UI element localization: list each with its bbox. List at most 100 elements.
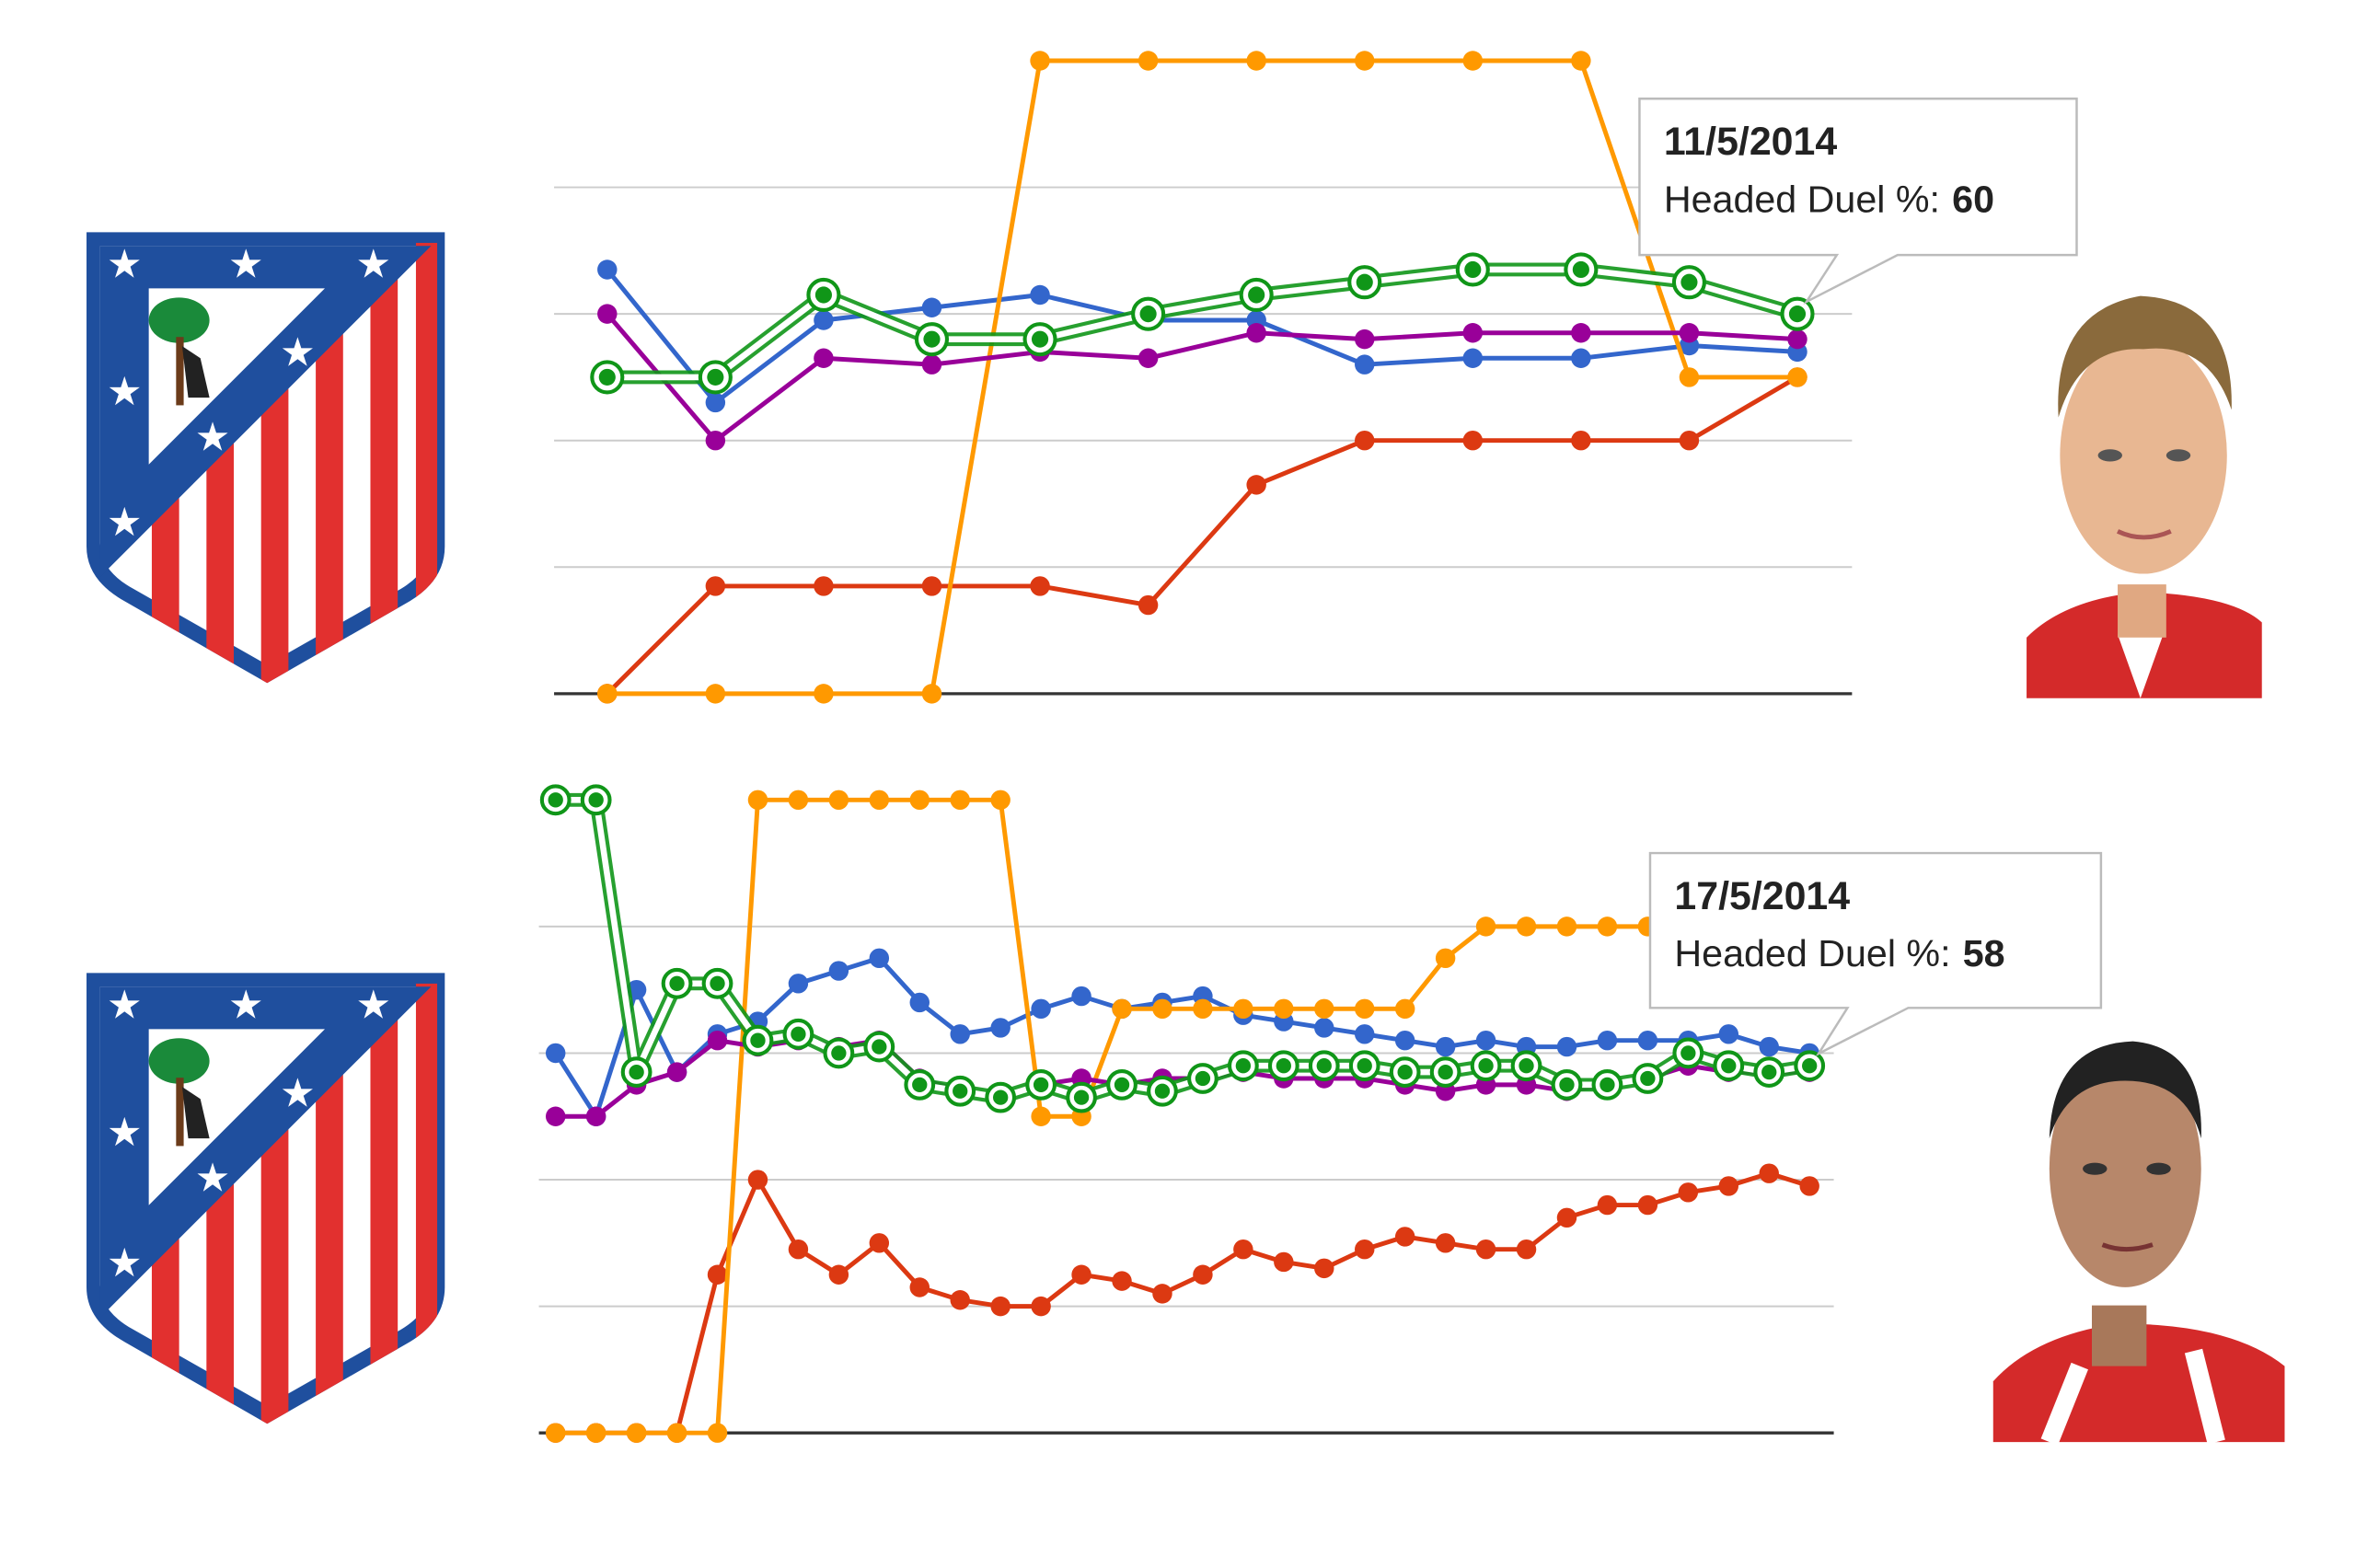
tooltip-box — [1638, 97, 2078, 306]
line-chart: 11/5/2014 Headed Duel %: 60 — [554, 51, 2078, 704]
point-core — [1397, 1064, 1413, 1080]
point-core — [923, 330, 941, 348]
point-core — [791, 1026, 806, 1042]
point — [1799, 1176, 1819, 1196]
point — [1787, 329, 1807, 350]
point — [814, 310, 834, 330]
point-core — [1680, 1045, 1696, 1061]
point — [1571, 51, 1591, 71]
point-core — [1276, 1058, 1291, 1074]
point — [814, 348, 834, 369]
point — [1071, 986, 1091, 1007]
point-core — [1154, 1083, 1171, 1099]
point-core — [1464, 260, 1482, 279]
point — [909, 992, 930, 1013]
point — [545, 1423, 566, 1443]
point-core — [629, 1064, 644, 1080]
point — [705, 430, 726, 451]
point — [1597, 1030, 1618, 1051]
point — [1031, 1296, 1051, 1317]
tooltip-label: Headed Duel %: — [1664, 178, 1940, 220]
point — [1556, 1207, 1577, 1228]
point-core — [1761, 1064, 1777, 1080]
point — [788, 790, 809, 811]
point — [1152, 998, 1172, 1020]
point — [585, 1423, 606, 1443]
point-core — [1600, 1077, 1615, 1093]
point — [1193, 998, 1213, 1020]
point-core — [588, 792, 604, 808]
line — [555, 1170, 1810, 1435]
point — [1462, 430, 1484, 451]
point-core — [872, 1039, 887, 1055]
point — [1193, 1264, 1213, 1285]
tooltip-label: Headed Duel %: — [1674, 932, 1950, 974]
point — [1571, 430, 1591, 451]
point — [626, 1423, 647, 1443]
point-core — [710, 975, 725, 991]
point — [788, 974, 809, 994]
point-core — [1788, 306, 1807, 323]
point-core — [1139, 306, 1157, 323]
point — [1030, 51, 1050, 71]
point — [705, 576, 726, 596]
point-core — [1114, 1077, 1130, 1093]
point — [1274, 1251, 1294, 1273]
point — [597, 684, 618, 704]
point — [1138, 594, 1159, 616]
line — [606, 266, 1798, 381]
point — [1355, 51, 1375, 71]
point — [1571, 323, 1591, 343]
point — [814, 576, 834, 596]
point — [1394, 1227, 1415, 1247]
point — [597, 304, 618, 324]
point — [950, 1290, 970, 1310]
point — [921, 684, 942, 704]
point — [1462, 323, 1484, 343]
tooltip-date: 17/5/2014 — [1674, 874, 1850, 918]
point — [788, 1239, 809, 1260]
point — [1071, 1264, 1091, 1285]
point-core — [1559, 1077, 1575, 1093]
point — [1759, 1036, 1779, 1057]
point — [1571, 348, 1591, 369]
point — [545, 1106, 566, 1126]
point — [666, 1423, 687, 1443]
point-core — [1033, 1077, 1049, 1093]
point — [1718, 1176, 1739, 1196]
point — [1031, 998, 1051, 1020]
point-core — [1680, 273, 1698, 291]
tooltip: 11/5/2014 Headed Duel %: 60 — [1638, 97, 2078, 306]
point — [1679, 367, 1700, 387]
point — [1355, 430, 1375, 451]
point — [747, 790, 768, 811]
tooltip-value: 60 — [1952, 178, 1994, 220]
point — [1274, 998, 1294, 1020]
point — [1394, 1030, 1415, 1051]
line-chart: 17/5/2014 Headed Duel %: 58 — [538, 784, 2103, 1443]
point-core — [953, 1083, 968, 1099]
point — [707, 1264, 728, 1285]
point-core — [1640, 1070, 1656, 1087]
point — [1233, 998, 1253, 1020]
point-core — [1438, 1064, 1453, 1080]
point — [1475, 1239, 1496, 1260]
point — [1031, 1106, 1051, 1126]
point-core — [750, 1032, 766, 1048]
point — [1556, 917, 1577, 937]
point — [950, 1024, 970, 1044]
point-core — [1356, 273, 1373, 291]
player-photo — [1992, 1041, 2285, 1446]
point — [1355, 1024, 1375, 1044]
point-core — [1235, 1058, 1252, 1074]
point — [828, 961, 849, 981]
point-core — [548, 792, 563, 808]
point — [950, 790, 970, 811]
point — [1314, 1018, 1334, 1038]
point — [869, 790, 890, 811]
point — [1679, 323, 1700, 343]
point — [921, 576, 942, 596]
tooltip-box — [1648, 851, 2103, 1057]
line — [605, 312, 1798, 444]
point-core — [1073, 1090, 1090, 1105]
